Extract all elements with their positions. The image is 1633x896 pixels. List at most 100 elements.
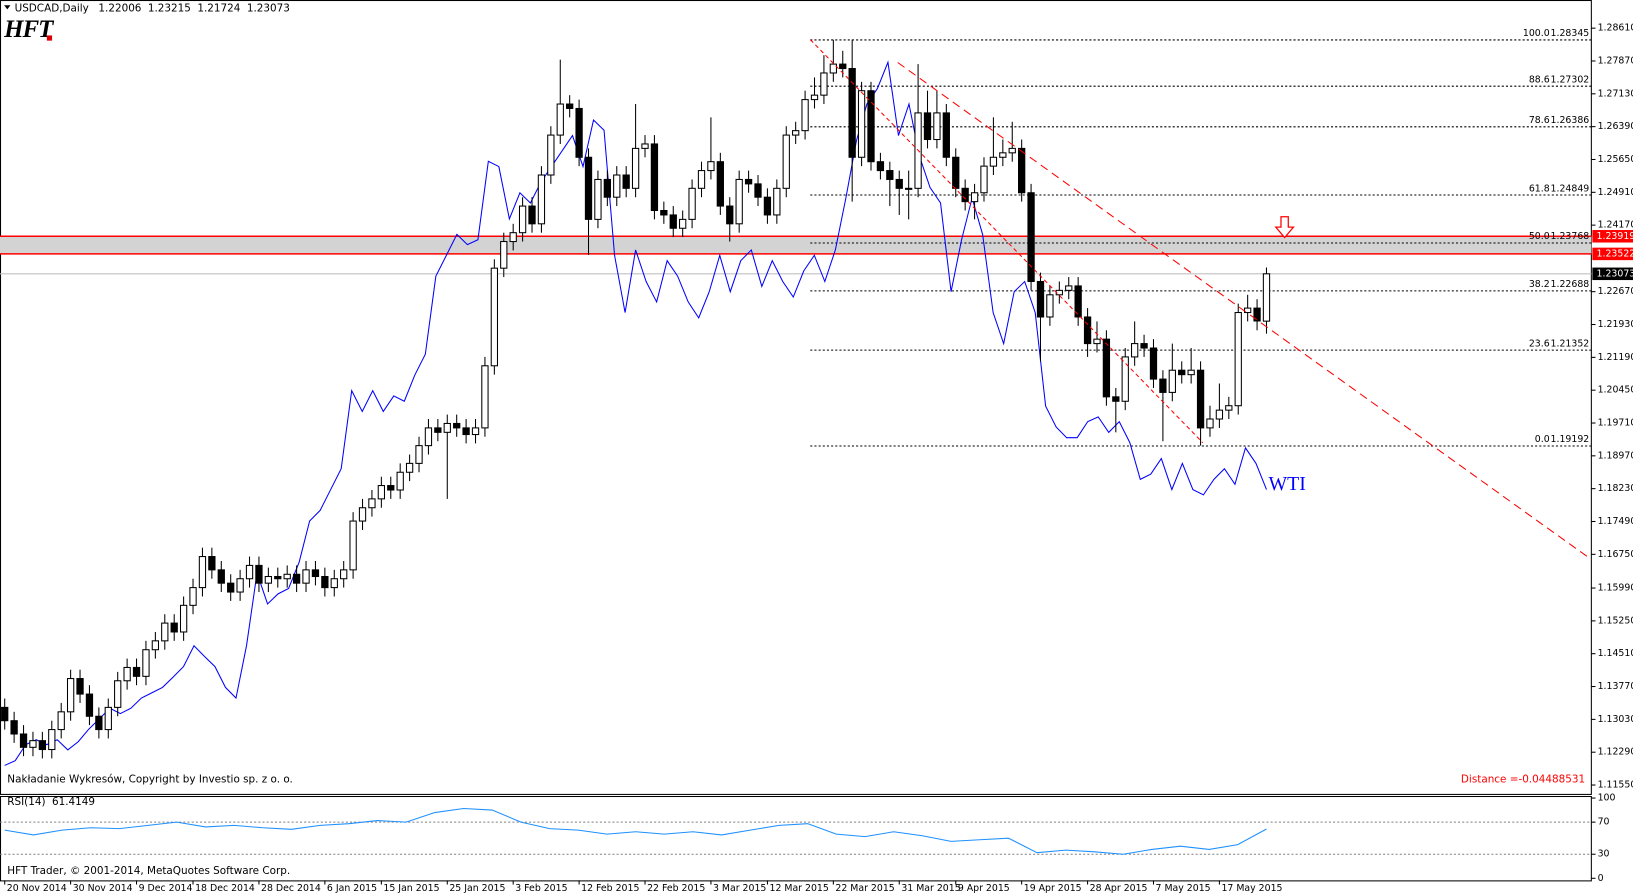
candle-body xyxy=(198,556,207,589)
candle-body xyxy=(1215,409,1224,420)
candle-body xyxy=(1121,356,1129,402)
y-tick-label: 1.15990 xyxy=(1598,583,1633,594)
rsi-tick-label: 100 xyxy=(1598,793,1616,804)
candle-body xyxy=(481,365,489,429)
distance-value: -0.04488531 xyxy=(1518,773,1585,785)
candle-body xyxy=(387,485,395,491)
y-tick-label: 1.24910 xyxy=(1598,187,1633,198)
logo-dot xyxy=(46,35,53,41)
y-tick-label: 1.13770 xyxy=(1598,681,1633,692)
candle-body xyxy=(942,112,950,158)
candle-body xyxy=(1036,280,1045,318)
candle-body xyxy=(594,178,602,220)
x-tick-label: 31 Mar 2015 xyxy=(901,883,960,894)
candle-body xyxy=(782,134,790,189)
candle-body xyxy=(151,640,160,651)
candle-body xyxy=(95,715,103,731)
x-tick-label: 9 Apr 2015 xyxy=(958,883,1010,894)
fib-level: 50.0 xyxy=(1529,231,1550,242)
candle-body xyxy=(829,63,837,74)
candle-body xyxy=(669,214,677,229)
candle-body xyxy=(377,485,386,500)
candle-body xyxy=(245,564,254,580)
candle-body xyxy=(603,178,611,198)
candle-body xyxy=(208,556,216,571)
candle-body xyxy=(76,678,84,695)
x-tick-label: 20 Nov 2014 xyxy=(7,883,67,894)
candle-body xyxy=(1112,396,1120,402)
candle-body xyxy=(114,680,122,708)
candle-body xyxy=(368,498,376,509)
y-tick-label: 1.13030 xyxy=(1598,714,1633,725)
candle-body xyxy=(933,112,941,141)
x-tick-label: 28 Apr 2015 xyxy=(1090,883,1148,894)
price-tag xyxy=(1592,267,1633,281)
candle-body xyxy=(161,622,169,642)
candle-body xyxy=(255,564,263,584)
rsi-frame xyxy=(0,795,1592,882)
candle-body xyxy=(650,143,659,212)
fib-level: 78.6 xyxy=(1529,115,1550,126)
candle-body xyxy=(424,427,433,447)
x-tick-label: 18 Dec 2014 xyxy=(195,883,255,894)
y-tick-label: 1.24170 xyxy=(1598,220,1633,231)
candle-body xyxy=(1018,147,1026,194)
candle-body xyxy=(716,161,724,207)
fib-level: 23.6 xyxy=(1529,338,1550,349)
x-tick-label: 3 Mar 2015 xyxy=(713,883,766,894)
candle-body xyxy=(179,604,188,633)
candle-body xyxy=(1093,338,1101,345)
candle-body xyxy=(170,622,178,633)
y-tick-label: 1.19710 xyxy=(1598,418,1633,429)
candle-body xyxy=(876,161,885,172)
candle-body xyxy=(453,422,461,429)
chart-header: USDCAD,Daily 1.22006 1.23215 1.21724 1.2… xyxy=(15,2,290,14)
fib-price: 1.27302 xyxy=(1551,74,1590,85)
candle-body xyxy=(405,462,414,473)
annotations: USDCAD,Daily 1.22006 1.23215 1.21724 1.2… xyxy=(3,2,1585,877)
candle-body xyxy=(283,573,291,580)
fib-level: 88.6 xyxy=(1529,74,1550,85)
fib-price: 1.23768 xyxy=(1551,231,1590,242)
candle-body xyxy=(744,178,753,185)
distance: Distance =-0.04488531 xyxy=(1461,773,1585,785)
candle-body xyxy=(839,63,847,70)
candle-body xyxy=(1074,285,1082,318)
y-tick-label: 1.21930 xyxy=(1598,319,1633,330)
x-tick-label: 19 Apr 2015 xyxy=(1024,883,1082,894)
candle-body xyxy=(29,740,37,748)
candle-body xyxy=(952,156,960,189)
candle-body xyxy=(38,740,47,751)
candle-body xyxy=(575,107,583,158)
candle-body xyxy=(274,575,282,580)
candle-body xyxy=(895,178,903,189)
y-tick-label: 1.26390 xyxy=(1598,121,1633,132)
candle-body xyxy=(500,241,508,269)
candle-body xyxy=(434,427,442,433)
candle-body xyxy=(1008,147,1016,154)
overlay-label: WTI xyxy=(1268,473,1305,495)
candle-body xyxy=(311,569,320,578)
price-tag xyxy=(1592,230,1633,243)
candle-body xyxy=(1149,347,1158,380)
candle-body xyxy=(443,422,451,433)
candle-body xyxy=(123,666,131,682)
candle-body xyxy=(1159,378,1167,393)
candle-body xyxy=(10,720,18,735)
candle-body xyxy=(66,678,75,713)
low-price: 1.21724 xyxy=(197,2,240,14)
candle-body xyxy=(1140,343,1148,349)
candle-body xyxy=(566,103,574,109)
candle-body xyxy=(631,147,640,189)
y-tick-label: 1.27870 xyxy=(1598,55,1633,66)
copyright: Nakładanie Wykresów, Copyright by Invest… xyxy=(7,773,293,785)
fib-price: 1.22688 xyxy=(1551,279,1590,290)
x-tick-label: 15 Jan 2015 xyxy=(383,883,439,894)
candle-body xyxy=(490,267,498,367)
candle-body xyxy=(330,578,338,589)
candle-body xyxy=(1046,294,1054,318)
candle-body xyxy=(217,569,225,584)
candle-body xyxy=(264,575,273,584)
